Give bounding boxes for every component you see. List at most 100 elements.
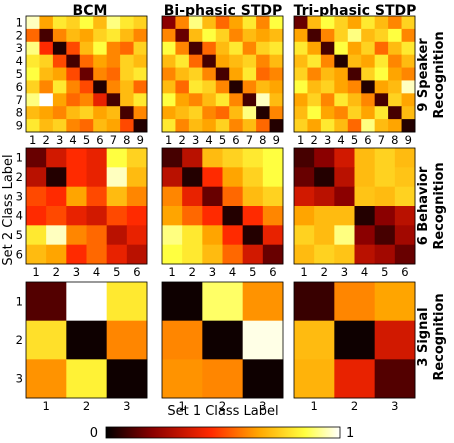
heatmap-cell [269,16,284,30]
heatmap-cell [307,41,322,56]
x-tick-label: 3 [259,399,266,413]
heatmap-cell [374,225,396,246]
heatmap-cell [215,54,230,68]
heatmap-cell [26,54,40,68]
heatmap-cell [46,225,67,246]
heatmap-cell [66,320,108,360]
heatmap-cell [120,41,134,56]
heatmap-cell [175,67,190,81]
x-tick-label: 1 [311,399,318,413]
heatmap-cell [162,67,176,81]
heatmap-cell [26,80,40,94]
x-tick-label: 1 [165,133,172,147]
row-title-line-1: 9 Speaker [416,38,431,112]
heatmap-cell [256,80,270,94]
heatmap-cell [256,54,270,68]
heatmap-cell [66,359,108,399]
heatmap-cell [334,206,355,226]
heatmap-cell [93,41,108,56]
x-tick-label: 1 [32,265,39,279]
heatmap-cell [52,106,67,120]
heatmap-cell [314,167,335,188]
x-tick-label: 6 [401,265,408,279]
heatmap-cell [242,106,257,120]
heatmap-cell [39,119,54,133]
heatmap-cell [388,16,402,30]
heatmap-cell [229,80,244,94]
heatmap-cell [162,80,176,94]
x-tick-label: 3 [73,265,80,279]
heatmap-cell [361,106,376,120]
heatmap-cell [242,93,257,107]
heatmap-cell [79,80,94,94]
heatmap-cell [188,28,203,43]
heatmap-cell [133,28,148,43]
heatmap-cell [26,28,40,43]
heatmap-cell [26,282,67,322]
heatmap-cell [126,206,148,226]
heatmap-cell [93,67,108,81]
x-tick-label: 3 [391,399,398,413]
y-tick-label: 6 [16,247,23,261]
x-tick-label: 4 [361,265,368,279]
heatmap-cell [86,186,108,207]
y-tick-label: 2 [16,333,23,347]
heatmap-cell [79,16,94,30]
row-title-line-2: Recognition [432,293,447,380]
heatmap-cell [307,80,322,94]
heatmap-cell [320,28,335,43]
heatmap-cell [26,225,47,246]
heatmap-cell [394,167,416,188]
heatmap-cell [133,119,148,133]
row-title-signal: 3 Signal Recognition [416,293,447,380]
heatmap-cell [361,16,376,30]
y-tick-label: 3 [16,41,23,55]
heatmap-cell [39,16,54,30]
heatmap-cell [294,206,315,226]
heatmap-cell [294,28,308,43]
heatmap-cell [133,106,148,120]
heatmap-cell [320,80,335,94]
heatmap-cell [347,106,362,120]
heatmap-cell [79,119,94,133]
x-tick-label: 8 [123,133,130,147]
heatmap-cell [79,93,94,107]
x-tick-label: 2 [321,265,328,279]
y-tick-label: 5 [16,67,23,81]
x-tick-label: 4 [69,133,76,147]
heatmap-cell [242,167,264,188]
heatmap-cell [374,167,396,188]
heatmap-cell [133,54,148,68]
x-tick-label: 6 [232,133,239,147]
heatmap-cell [222,225,244,246]
heatmap-cell [294,93,308,107]
heatmap-cell [39,67,54,81]
x-tick-label: 5 [113,265,120,279]
x-tick-label: 5 [351,133,358,147]
heatmap-cell [242,244,264,265]
heatmap-cell [388,119,402,133]
y-tick-label: 7 [16,93,23,107]
heatmap-cell [269,106,284,120]
heatmap-cell [334,282,376,322]
x-tick-label: 2 [189,265,196,279]
heatmap-cell [354,148,376,168]
heatmap-cell [106,80,121,94]
heatmap-border [161,147,284,265]
heatmap-cell [175,41,190,56]
heatmap-cell [229,106,244,120]
heatmap-cell [334,28,349,43]
heatmap-cell [52,28,67,43]
heatmap-cell [202,186,223,207]
heatmap-cell [347,67,362,81]
heatmap-cell [106,186,128,207]
heatmap-cell [294,16,308,30]
heatmap-cell [66,206,87,226]
x-tick-label: 1 [29,133,36,147]
heatmap-cell [188,80,203,94]
heatmap-cell [262,167,284,188]
x-tick-label: 4 [229,265,236,279]
heatmap-cell [106,148,128,168]
x-tick-label: 8 [259,133,266,147]
x-tick-label: 5 [83,133,90,147]
